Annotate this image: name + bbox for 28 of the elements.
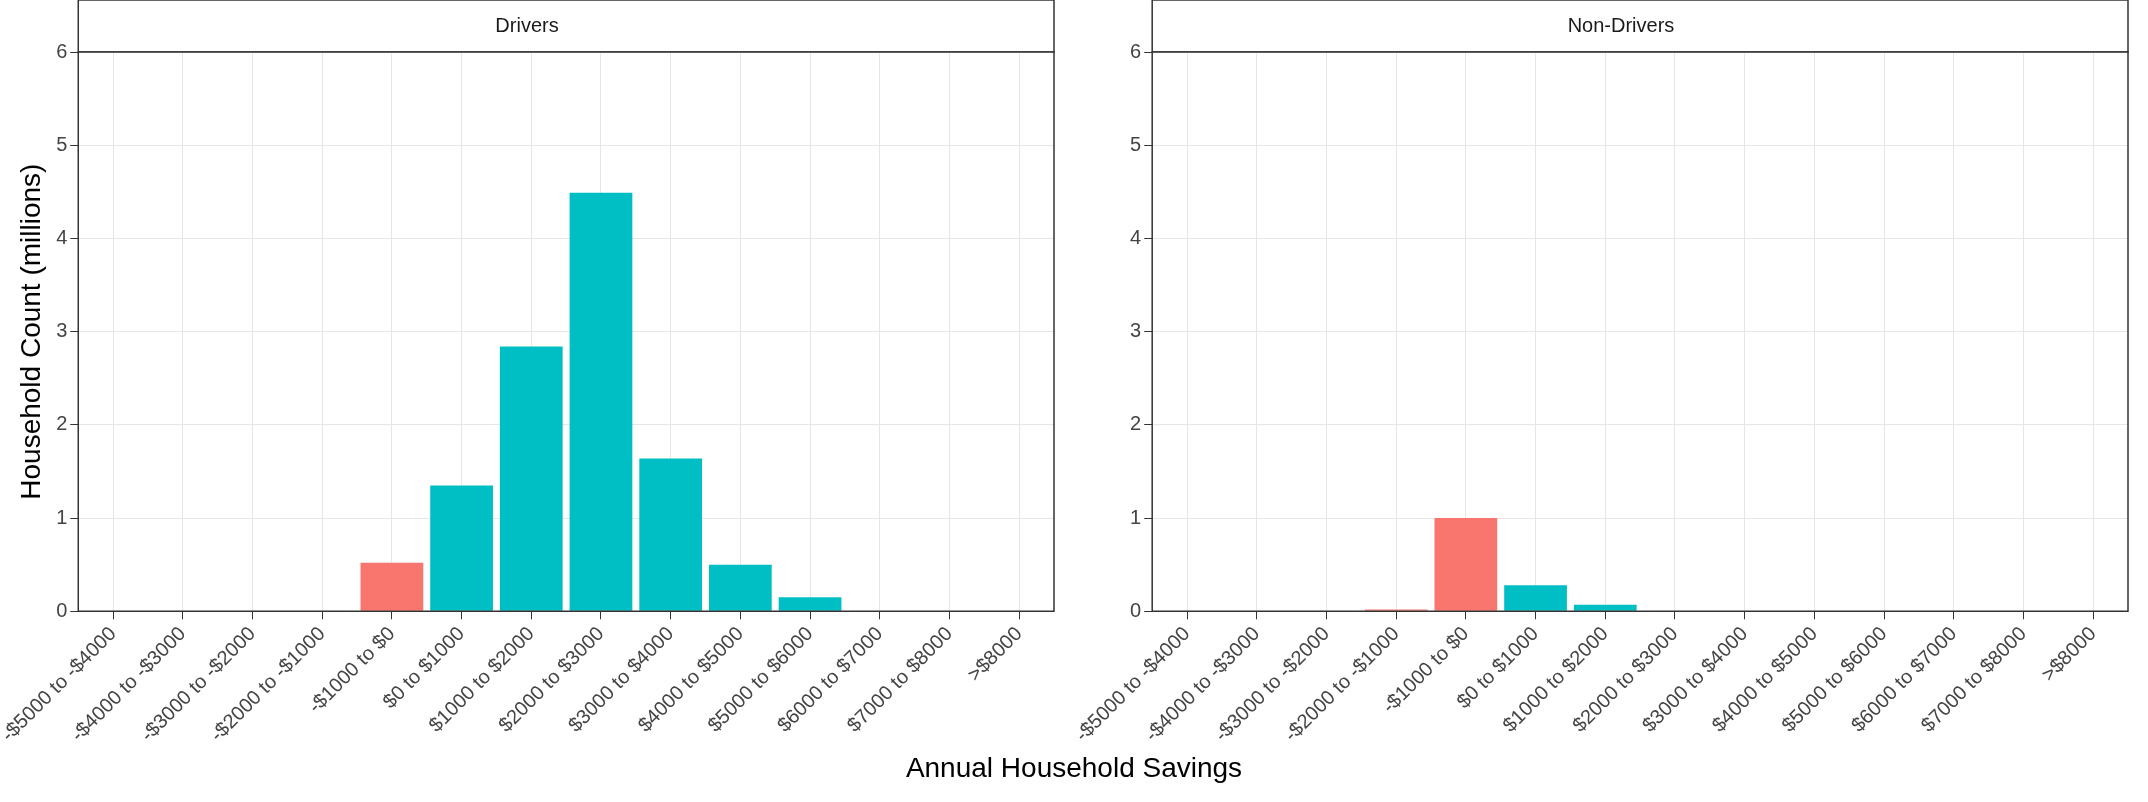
x-axis-title: Annual Household Savings — [904, 752, 1244, 784]
bar — [1504, 585, 1567, 611]
chart-title: Drivers — [495, 13, 559, 36]
y-tick-label: 1 — [56, 505, 68, 528]
y-tick-label: 4 — [56, 225, 68, 248]
y-tick-label: 5 — [56, 132, 68, 155]
chart-title: Non-Drivers — [1567, 13, 1675, 36]
y-tick-label: 1 — [1130, 505, 1142, 528]
y-axis-title: Household Count (millions) — [15, 163, 47, 500]
y-tick-label: 0 — [1130, 598, 1142, 621]
bar — [1573, 604, 1637, 611]
y-tick-label: 6 — [56, 39, 68, 62]
bar — [499, 346, 563, 611]
y-tick-label: 3 — [1130, 319, 1142, 342]
bar — [639, 458, 703, 611]
bar — [360, 562, 424, 611]
y-tick-label: 2 — [56, 412, 68, 435]
y-tick-label: 3 — [56, 319, 68, 342]
bar — [569, 192, 633, 611]
y-tick-label: 5 — [1130, 132, 1142, 155]
y-tick-label: 4 — [1130, 225, 1142, 248]
y-tick-label: 2 — [1130, 412, 1142, 435]
bar — [709, 564, 772, 611]
y-tick-label: 0 — [56, 598, 68, 621]
bar — [430, 485, 493, 611]
bar — [778, 597, 842, 611]
bar — [1434, 518, 1498, 611]
y-tick-label: 6 — [1130, 39, 1142, 62]
